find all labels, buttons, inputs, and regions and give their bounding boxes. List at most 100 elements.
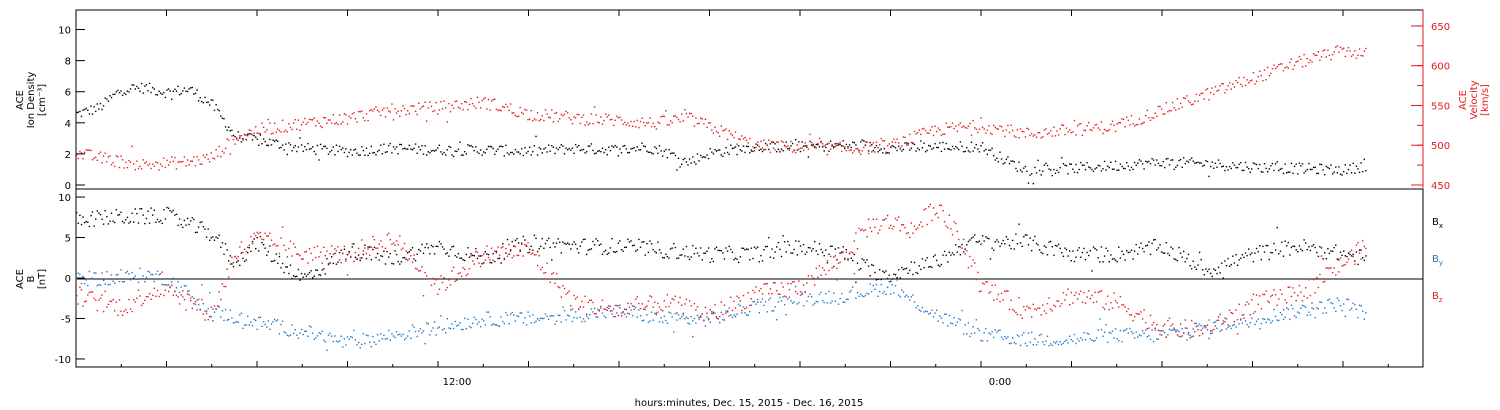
bx-point [898, 269, 900, 271]
by-point [1192, 328, 1194, 330]
density-point [1194, 162, 1196, 164]
bz-point [799, 291, 802, 293]
velocity-point [253, 132, 255, 134]
bx-point [334, 252, 336, 255]
density-point [1192, 160, 1194, 162]
density-point [419, 149, 422, 151]
by-point [988, 332, 990, 334]
density-point [654, 146, 656, 148]
bz-point [175, 294, 178, 296]
velocity-point [164, 166, 167, 169]
density-point [1249, 171, 1251, 173]
bx-point [500, 262, 502, 264]
velocity-point [926, 132, 928, 134]
bz-point [1046, 303, 1049, 305]
bz-point [1094, 291, 1096, 294]
bx-point [337, 261, 339, 263]
density-point [918, 149, 920, 151]
by-point [1070, 338, 1072, 341]
bx-point [833, 265, 835, 268]
bx-point [492, 253, 494, 255]
velocity-point [202, 154, 205, 156]
bz-point [432, 277, 434, 280]
bz-point [163, 294, 165, 297]
density-point [145, 84, 148, 86]
density-point [508, 153, 510, 156]
velocity-point [1016, 129, 1019, 131]
density-point [964, 150, 966, 153]
velocity-point [617, 117, 619, 119]
density-point [1202, 165, 1204, 167]
velocity-point [1064, 133, 1066, 136]
bx-point [304, 273, 306, 275]
velocity-point [256, 132, 258, 134]
by-point [1284, 316, 1286, 318]
by-point [1306, 314, 1308, 317]
velocity-point [810, 142, 813, 144]
by-point [272, 321, 274, 323]
bx-point [473, 255, 475, 257]
velocity-point [980, 117, 982, 119]
by-point [527, 311, 529, 313]
velocity-point [289, 126, 292, 129]
bx-point [478, 255, 480, 257]
bx-point [940, 263, 943, 266]
density-point [730, 144, 732, 146]
bz-point [681, 304, 683, 306]
density-point [182, 90, 184, 92]
bz-point [1013, 310, 1015, 312]
density-point [755, 143, 757, 145]
bx-point [1324, 252, 1326, 254]
by-point [155, 273, 157, 275]
velocity-point [1325, 56, 1327, 58]
velocity-point [587, 123, 589, 126]
density-point [1293, 165, 1296, 168]
bx-point [508, 253, 510, 255]
bz-point [1160, 334, 1163, 336]
velocity-point [1154, 112, 1156, 114]
bx-point [605, 249, 607, 252]
velocity-point [712, 132, 715, 134]
bz-point [226, 268, 228, 270]
density-point [338, 145, 341, 147]
velocity-point [226, 138, 228, 140]
bx-point [297, 268, 300, 271]
density-point [486, 148, 488, 150]
bx-point [462, 259, 464, 261]
y-tick-label-velocity: 450 [1431, 181, 1450, 192]
bz-point [928, 206, 930, 208]
bx-point [799, 245, 802, 247]
bx-point [1320, 247, 1323, 249]
by-point [1170, 329, 1172, 331]
density-point [1075, 163, 1077, 166]
bz-point [772, 282, 775, 284]
bx-point [204, 228, 206, 230]
by-point [902, 291, 905, 293]
bx-point [814, 240, 816, 243]
bx-point [87, 221, 89, 223]
bx-point [270, 260, 273, 263]
density-point [1130, 166, 1133, 169]
bz-point [147, 296, 149, 298]
bz-point [331, 245, 333, 247]
velocity-point [836, 142, 838, 144]
bx-point [592, 240, 594, 243]
bz-point [153, 287, 155, 289]
bz-point [763, 283, 765, 285]
bz-point [1238, 303, 1240, 305]
bx-point [769, 256, 772, 258]
bx-point [719, 249, 721, 252]
bx-point [475, 247, 477, 250]
bz-point [574, 298, 577, 300]
by-point [506, 314, 509, 316]
density-point [294, 145, 296, 147]
bz-point [1225, 318, 1228, 320]
bz-point [1208, 337, 1210, 340]
bz-point [1300, 291, 1302, 293]
bx-point [1132, 258, 1134, 260]
velocity-point [490, 100, 493, 102]
bz-point [905, 232, 908, 235]
density-point [308, 148, 311, 150]
bz-point [419, 270, 422, 272]
bx-point [79, 214, 81, 216]
